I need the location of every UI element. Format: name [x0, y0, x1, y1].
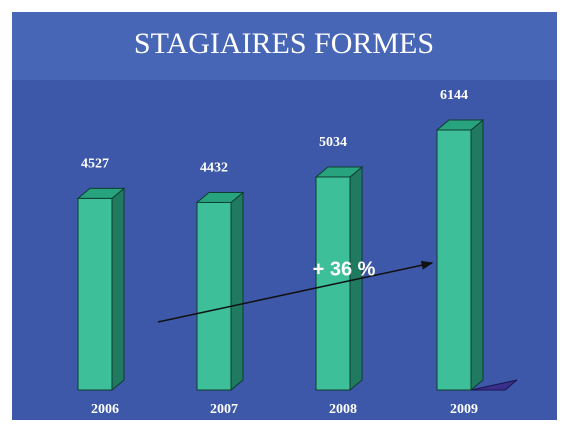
x-tick-label: 2009 [450, 402, 478, 417]
value-label: 5034 [319, 135, 347, 150]
x-tick-label: 2006 [91, 402, 119, 417]
x-tick-label: 2007 [210, 402, 238, 417]
bar [196, 201, 232, 391]
bar-side [230, 191, 244, 392]
title-band [12, 12, 557, 80]
floor-decoration [470, 379, 518, 391]
value-label: 4527 [81, 157, 109, 172]
x-tick-label: 2008 [329, 402, 357, 417]
value-label: 4432 [200, 161, 228, 176]
bar [436, 129, 472, 391]
annotation: + 36 % [313, 258, 376, 280]
bar-side [470, 118, 484, 392]
bar-side [111, 187, 125, 392]
bar [315, 176, 351, 391]
bar [77, 197, 113, 391]
value-label: 6144 [440, 88, 468, 103]
chart-title: STAGIAIRES FORMES [134, 27, 434, 60]
trend-arrow [157, 260, 434, 323]
